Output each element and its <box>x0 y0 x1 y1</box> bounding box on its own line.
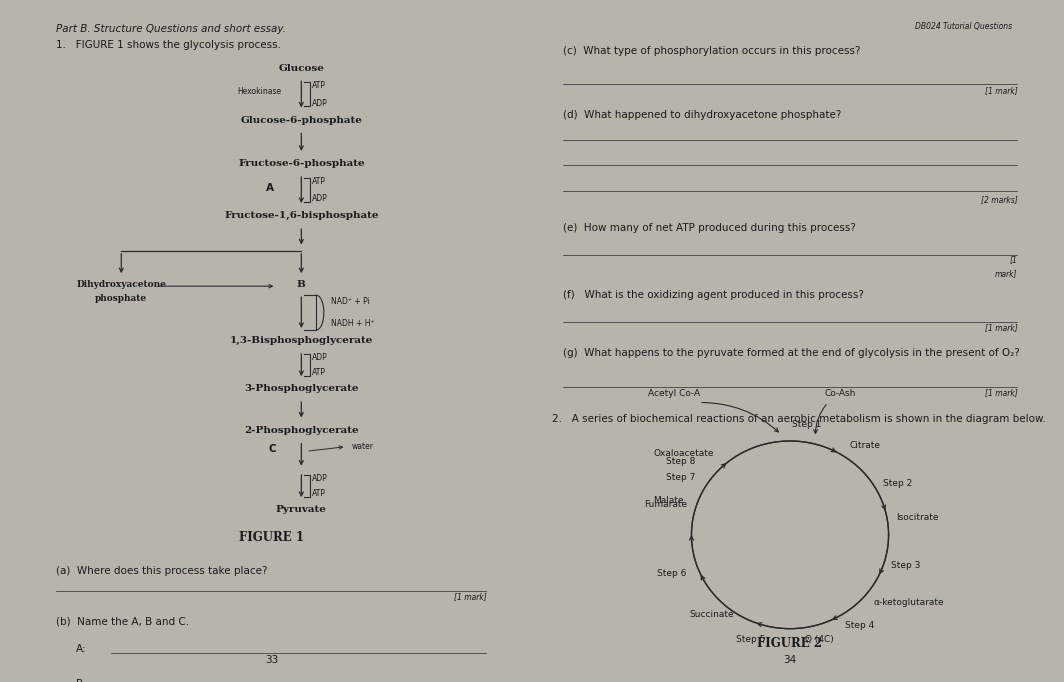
Text: Glucose-6-phosphate: Glucose-6-phosphate <box>240 116 362 125</box>
Text: Acetyl Co-A: Acetyl Co-A <box>648 389 700 398</box>
Text: [1 mark]: [1 mark] <box>984 86 1017 95</box>
Text: ATP: ATP <box>313 177 327 186</box>
Text: [1 mark]: [1 mark] <box>984 323 1017 332</box>
Text: [2 marks]: [2 marks] <box>981 194 1017 204</box>
Text: (b)  Name the A, B and C.: (b) Name the A, B and C. <box>56 617 189 626</box>
Text: 34: 34 <box>783 655 797 665</box>
Text: NADH + H⁺: NADH + H⁺ <box>331 318 375 328</box>
Text: phosphate: phosphate <box>96 294 147 303</box>
Text: Step 5: Step 5 <box>736 634 766 644</box>
Text: [1 mark]: [1 mark] <box>453 592 486 601</box>
Text: Q (4C): Q (4C) <box>804 635 833 644</box>
Text: 3-Phosphoglycerate: 3-Phosphoglycerate <box>244 385 359 394</box>
Text: Dihydroxyacetone: Dihydroxyacetone <box>77 280 166 288</box>
Text: ADP: ADP <box>313 99 328 108</box>
Text: [1: [1 <box>1010 256 1017 265</box>
Text: B:: B: <box>77 679 87 682</box>
Text: A:: A: <box>77 644 87 655</box>
Text: Step 2: Step 2 <box>883 479 912 488</box>
Text: (f)   What is the oxidizing agent produced in this process?: (f) What is the oxidizing agent produced… <box>563 290 864 299</box>
Text: Succinate: Succinate <box>689 610 734 619</box>
Text: 1.   FIGURE 1 shows the glycolysis process.: 1. FIGURE 1 shows the glycolysis process… <box>56 40 281 50</box>
Text: NAD⁺ + Pi: NAD⁺ + Pi <box>331 297 370 306</box>
Text: Oxaloacetate: Oxaloacetate <box>653 449 714 458</box>
Text: Isocitrate: Isocitrate <box>896 513 938 522</box>
Text: Malate: Malate <box>653 496 683 505</box>
Text: water: water <box>351 442 373 451</box>
Text: Fructose-6-phosphate: Fructose-6-phosphate <box>238 159 365 168</box>
Text: Step 8: Step 8 <box>666 458 695 466</box>
Text: C: C <box>269 444 277 454</box>
Text: Hexokinase: Hexokinase <box>237 87 281 95</box>
Text: (g)  What happens to the pyruvate formed at the end of glycolysis in the present: (g) What happens to the pyruvate formed … <box>563 349 1019 358</box>
Text: Fumarate: Fumarate <box>644 500 687 509</box>
Text: FIGURE 1: FIGURE 1 <box>238 531 304 544</box>
Text: Part B. Structure Questions and short essay.: Part B. Structure Questions and short es… <box>56 24 286 33</box>
Text: (c)  What type of phosphorylation occurs in this process?: (c) What type of phosphorylation occurs … <box>563 46 860 56</box>
Text: FIGURE 2: FIGURE 2 <box>758 637 822 650</box>
Text: ADP: ADP <box>313 194 328 203</box>
Text: α-ketoglutarate: α-ketoglutarate <box>874 599 944 608</box>
Text: Step 3: Step 3 <box>892 561 920 569</box>
Text: ADP: ADP <box>313 474 328 483</box>
Text: 2-Phosphoglycerate: 2-Phosphoglycerate <box>244 426 359 435</box>
Text: Citrate: Citrate <box>850 441 881 450</box>
Text: A: A <box>266 183 273 193</box>
Text: 1,3-Bisphosphoglycerate: 1,3-Bisphosphoglycerate <box>230 336 373 345</box>
Text: Step 7: Step 7 <box>666 473 695 481</box>
Text: B: B <box>297 280 305 288</box>
Text: (a)  Where does this process take place?: (a) Where does this process take place? <box>56 565 268 576</box>
Text: mark]: mark] <box>995 269 1017 278</box>
Text: ATP: ATP <box>313 368 327 377</box>
Text: Co-Ash: Co-Ash <box>825 389 857 398</box>
Text: 2.   A series of biochemical reactions of an aerobic metabolism is shown in the : 2. A series of biochemical reactions of … <box>552 414 1046 424</box>
Text: ADP: ADP <box>313 353 328 362</box>
Text: (e)  How many of net ATP produced during this process?: (e) How many of net ATP produced during … <box>563 223 855 233</box>
Text: Step 4: Step 4 <box>846 621 875 630</box>
Text: Fructose-1,6-bisphosphate: Fructose-1,6-bisphosphate <box>225 211 379 220</box>
Text: Pyruvate: Pyruvate <box>276 505 327 514</box>
Text: ATP: ATP <box>313 81 327 90</box>
Text: Step 6: Step 6 <box>658 569 686 578</box>
Text: (d)  What happened to dihydroxyacetone phosphate?: (d) What happened to dihydroxyacetone ph… <box>563 110 841 120</box>
Text: DB024 Tutorial Questions: DB024 Tutorial Questions <box>915 22 1012 31</box>
Text: 33: 33 <box>265 655 278 665</box>
Text: Step 1: Step 1 <box>792 420 821 429</box>
Text: Glucose: Glucose <box>279 63 325 72</box>
Text: [1 mark]: [1 mark] <box>984 389 1017 398</box>
Text: ATP: ATP <box>313 489 327 498</box>
